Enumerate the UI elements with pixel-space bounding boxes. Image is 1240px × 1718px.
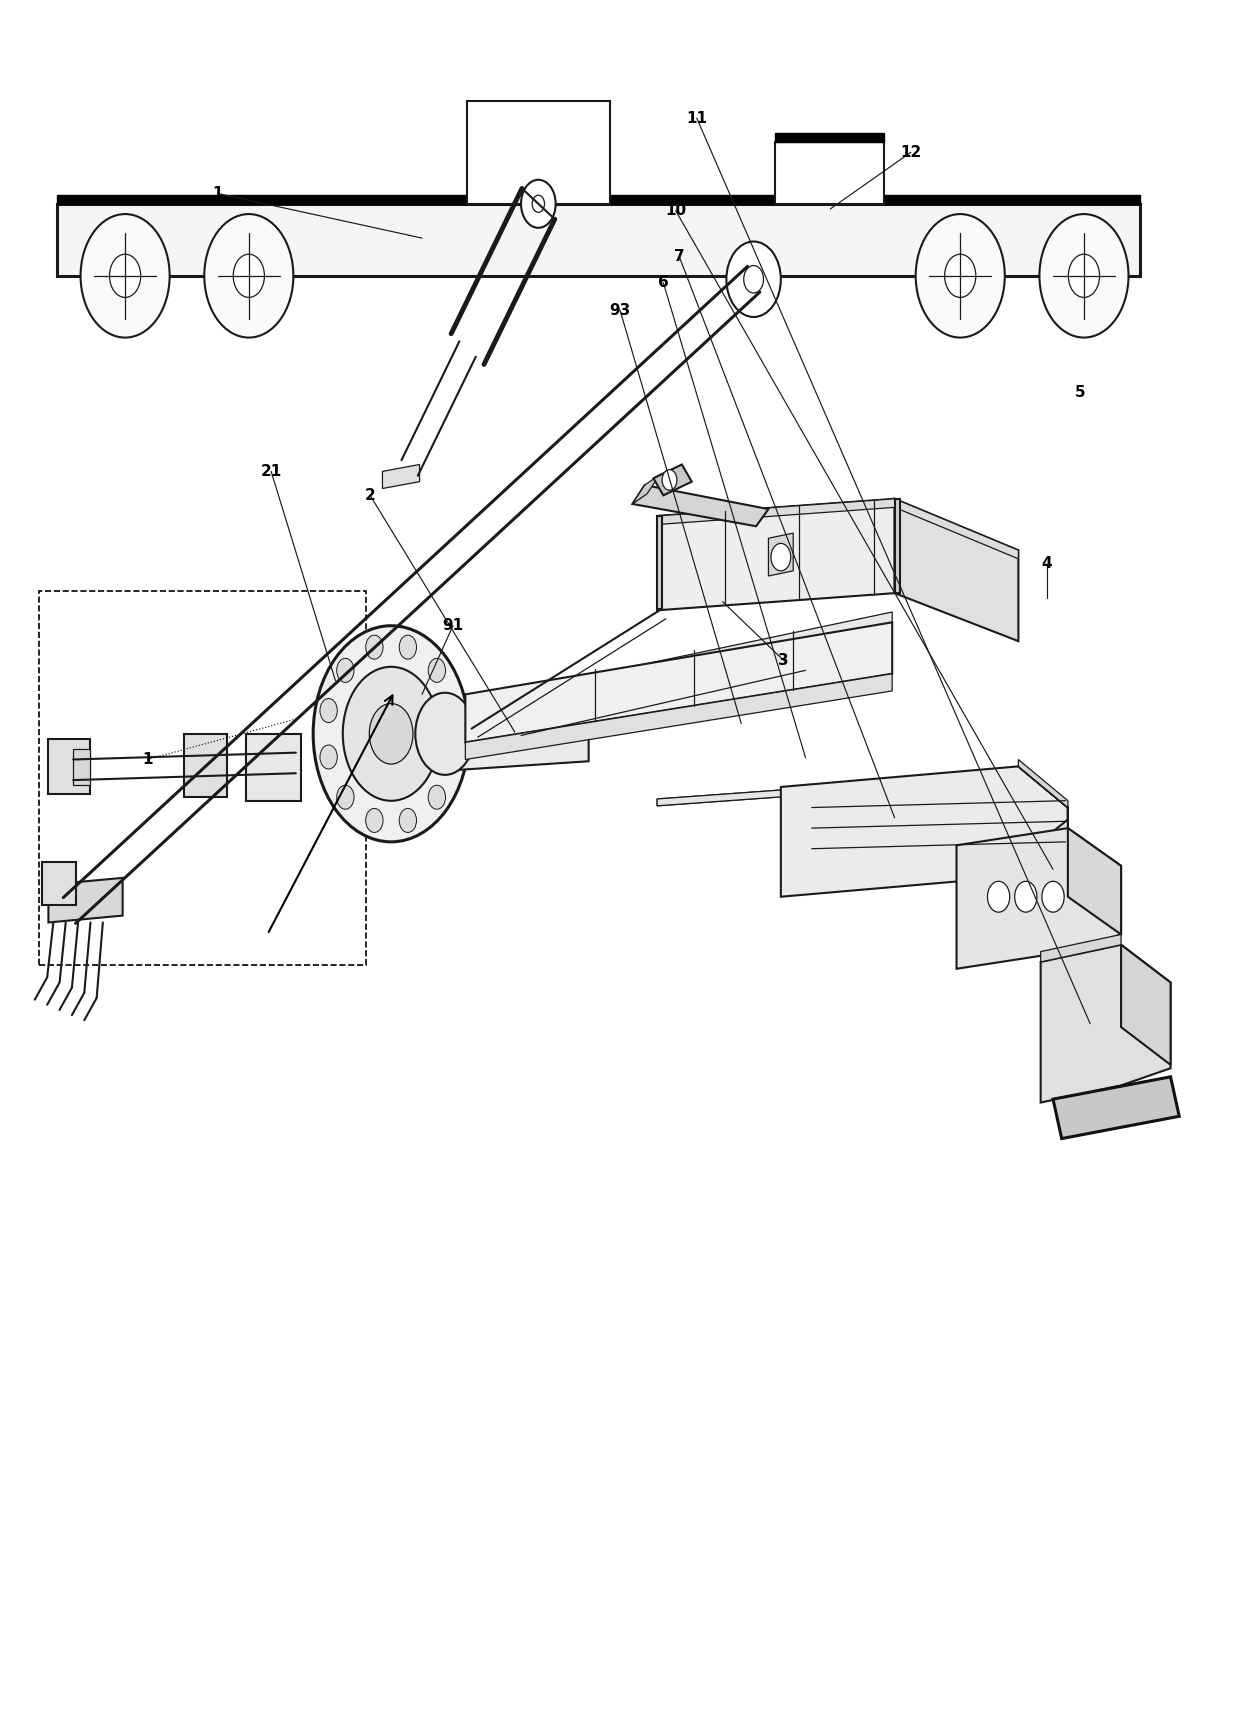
Circle shape bbox=[337, 785, 355, 809]
Polygon shape bbox=[1018, 766, 1068, 876]
Polygon shape bbox=[73, 749, 91, 785]
Polygon shape bbox=[42, 862, 76, 905]
Circle shape bbox=[445, 699, 463, 723]
Circle shape bbox=[945, 254, 976, 297]
Polygon shape bbox=[781, 766, 1068, 897]
Polygon shape bbox=[895, 498, 899, 593]
Polygon shape bbox=[247, 734, 301, 801]
Circle shape bbox=[987, 881, 1009, 912]
Circle shape bbox=[727, 242, 781, 318]
Polygon shape bbox=[769, 533, 794, 576]
Polygon shape bbox=[632, 484, 769, 526]
Circle shape bbox=[532, 196, 544, 213]
Text: 1: 1 bbox=[212, 186, 223, 201]
Polygon shape bbox=[657, 584, 1018, 639]
Polygon shape bbox=[48, 878, 123, 923]
Polygon shape bbox=[382, 464, 419, 488]
Circle shape bbox=[205, 215, 294, 337]
Text: 2: 2 bbox=[365, 488, 376, 503]
Circle shape bbox=[320, 699, 337, 723]
Polygon shape bbox=[657, 498, 895, 610]
Circle shape bbox=[320, 746, 337, 770]
Polygon shape bbox=[632, 474, 660, 503]
Polygon shape bbox=[1040, 945, 1171, 1103]
Polygon shape bbox=[465, 612, 893, 704]
Circle shape bbox=[399, 636, 417, 660]
Circle shape bbox=[81, 215, 170, 337]
Circle shape bbox=[399, 809, 417, 833]
Circle shape bbox=[342, 667, 439, 801]
Polygon shape bbox=[48, 739, 91, 794]
Polygon shape bbox=[185, 734, 227, 797]
Polygon shape bbox=[1121, 945, 1171, 1065]
Text: 7: 7 bbox=[675, 249, 684, 265]
Text: 21: 21 bbox=[260, 464, 281, 479]
Text: 91: 91 bbox=[443, 618, 464, 634]
Polygon shape bbox=[1018, 759, 1068, 807]
Polygon shape bbox=[657, 498, 1018, 558]
Text: 6: 6 bbox=[658, 275, 668, 290]
Polygon shape bbox=[657, 782, 895, 806]
Circle shape bbox=[428, 658, 445, 682]
Text: 12: 12 bbox=[900, 144, 921, 160]
Polygon shape bbox=[465, 673, 893, 759]
Circle shape bbox=[521, 180, 556, 228]
Polygon shape bbox=[895, 498, 1018, 641]
Polygon shape bbox=[657, 782, 1018, 835]
Bar bbox=[38, 591, 366, 966]
Text: 93: 93 bbox=[609, 302, 631, 318]
Circle shape bbox=[771, 543, 791, 570]
Polygon shape bbox=[1068, 828, 1121, 935]
Circle shape bbox=[1014, 881, 1037, 912]
Circle shape bbox=[445, 746, 463, 770]
Text: 4: 4 bbox=[1042, 557, 1053, 572]
Circle shape bbox=[109, 254, 140, 297]
Circle shape bbox=[415, 692, 475, 775]
Polygon shape bbox=[57, 204, 1140, 277]
Circle shape bbox=[744, 266, 764, 294]
Circle shape bbox=[428, 785, 445, 809]
Text: 11: 11 bbox=[686, 110, 707, 125]
Text: 1: 1 bbox=[143, 752, 153, 766]
Polygon shape bbox=[653, 464, 692, 495]
Circle shape bbox=[1039, 215, 1128, 337]
Polygon shape bbox=[1053, 1077, 1179, 1139]
Circle shape bbox=[915, 215, 1004, 337]
Text: 5: 5 bbox=[1075, 385, 1085, 400]
Circle shape bbox=[366, 636, 383, 660]
Circle shape bbox=[233, 254, 264, 297]
Polygon shape bbox=[466, 101, 610, 204]
Circle shape bbox=[662, 469, 677, 490]
Circle shape bbox=[337, 658, 355, 682]
Polygon shape bbox=[1040, 935, 1121, 962]
Polygon shape bbox=[956, 828, 1121, 969]
Text: 10: 10 bbox=[665, 203, 686, 218]
Circle shape bbox=[370, 704, 413, 765]
Circle shape bbox=[1042, 881, 1064, 912]
Circle shape bbox=[314, 625, 469, 842]
Polygon shape bbox=[465, 622, 893, 742]
Circle shape bbox=[366, 809, 383, 833]
Polygon shape bbox=[775, 143, 884, 204]
Polygon shape bbox=[657, 515, 662, 608]
Circle shape bbox=[1069, 254, 1100, 297]
Polygon shape bbox=[434, 703, 589, 771]
Text: 3: 3 bbox=[777, 653, 789, 668]
